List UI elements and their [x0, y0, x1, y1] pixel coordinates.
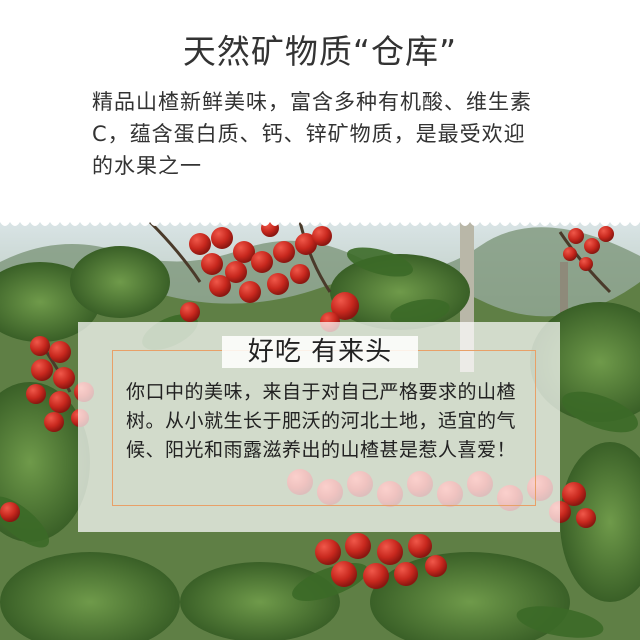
section-headline: 天然矿物质“仓库”: [182, 32, 458, 71]
feature-card-title-backdrop: [222, 336, 418, 368]
feature-card-body: 你口中的美味，来自于对自己严格要求的山楂树。从小就生长于肥沃的河北土地，适宜的气…: [126, 381, 517, 461]
feature-card-title: 好吃 有来头: [247, 337, 393, 367]
scalloped-divider: [0, 214, 640, 226]
section-intro-text: 精品山楂新鲜美味，富含多种有机酸、维生素C，蕴含蛋白质、钙、锌矿物质，是最受欢迎…: [92, 90, 532, 178]
intro-panel: 天然矿物质“仓库” 精品山楂新鲜美味，富含多种有机酸、维生素C，蕴含蛋白质、钙、…: [0, 0, 640, 230]
